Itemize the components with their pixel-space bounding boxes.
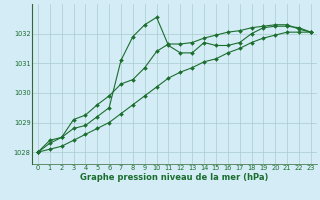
X-axis label: Graphe pression niveau de la mer (hPa): Graphe pression niveau de la mer (hPa) <box>80 173 268 182</box>
